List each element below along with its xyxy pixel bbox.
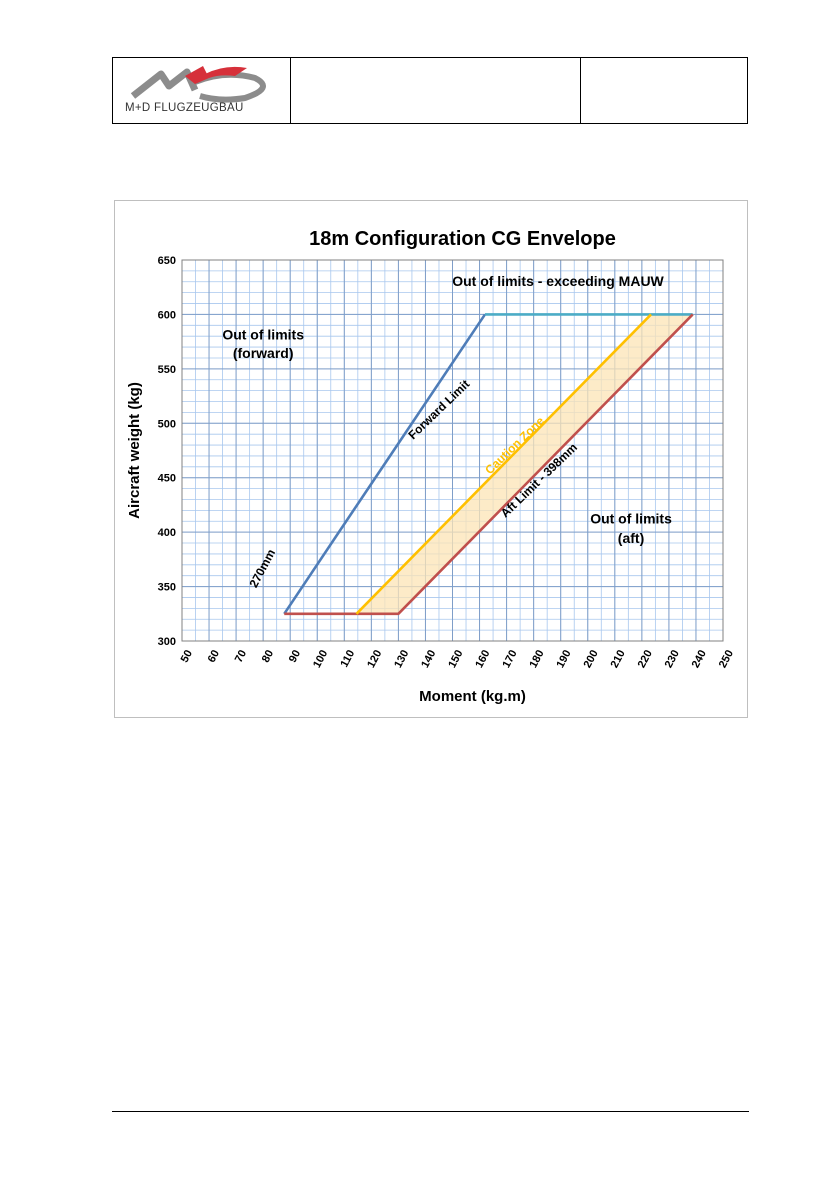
y-tick-label: 300 xyxy=(158,636,176,648)
x-tick-label: 150 xyxy=(446,648,465,670)
header-middle-cell xyxy=(291,58,581,123)
x-tick-label: 70 xyxy=(233,648,249,664)
caution-zone-fill xyxy=(356,314,693,614)
annotation-label: Out of limits xyxy=(222,326,304,342)
logo-text: M+D FLUGZEUGBAU xyxy=(125,102,244,114)
x-tick-label: 200 xyxy=(582,648,601,670)
x-tick-label: 170 xyxy=(500,648,519,670)
x-tick-label: 90 xyxy=(287,648,303,664)
x-tick-label: 80 xyxy=(260,648,276,664)
annotation-label: (aft) xyxy=(618,530,644,546)
x-tick-label: 210 xyxy=(609,648,628,670)
x-tick-label: 250 xyxy=(717,648,736,670)
x-tick-label: 110 xyxy=(338,648,357,669)
x-tick-label: 160 xyxy=(473,648,492,670)
logo-cell: M+D FLUGZEUGBAU xyxy=(113,58,291,123)
y-axis-label: Aircraft weight (kg) xyxy=(126,382,143,519)
y-tick-label: 400 xyxy=(158,527,176,539)
header-right-cell xyxy=(581,58,747,123)
x-tick-label: 180 xyxy=(527,648,546,670)
annotation-label: 270mm xyxy=(246,547,278,590)
series-line-3 xyxy=(355,313,652,615)
x-tick-label: 120 xyxy=(365,648,384,670)
x-tick-label: 130 xyxy=(392,648,411,670)
annotation-label: Out of limits - exceeding MAUW xyxy=(452,273,664,289)
x-tick-label: 100 xyxy=(311,648,330,670)
footer-rule xyxy=(112,1111,749,1112)
plot-border xyxy=(181,259,724,642)
x-tick-label: 190 xyxy=(554,648,573,670)
x-tick-label: 60 xyxy=(206,648,222,664)
y-tick-label: 550 xyxy=(158,364,176,376)
x-tick-label: 230 xyxy=(663,648,682,670)
x-tick-label: 50 xyxy=(179,648,195,664)
annotation-label: Out of limits xyxy=(590,510,672,526)
x-tick-label: 220 xyxy=(636,648,655,670)
x-tick-label: 140 xyxy=(419,648,438,670)
chart-svg: 300 350 400 450 500 550 600 650 50 60 70 80 90 100 110… xyxy=(126,228,736,705)
y-tick-label: 650 xyxy=(158,255,176,267)
x-tick-label: 240 xyxy=(690,648,709,670)
series-line-0 xyxy=(283,313,487,615)
chart-title: 18m Configuration CG Envelope xyxy=(309,228,616,250)
y-tick-label: 600 xyxy=(158,309,176,321)
x-axis-label: Moment (kg.m) xyxy=(419,688,526,705)
y-tick-label: 500 xyxy=(158,418,176,430)
series-line-2 xyxy=(284,313,694,616)
cg-envelope-chart: 300 350 400 450 500 550 600 650 50 60 70 80 90 100 110… xyxy=(114,200,748,718)
y-tick-label: 450 xyxy=(158,473,176,485)
md-logo-mark xyxy=(130,66,266,103)
y-tick-label: 350 xyxy=(158,582,176,594)
document-header: M+D FLUGZEUGBAU xyxy=(112,57,748,124)
annotation-label: (forward) xyxy=(233,345,294,361)
